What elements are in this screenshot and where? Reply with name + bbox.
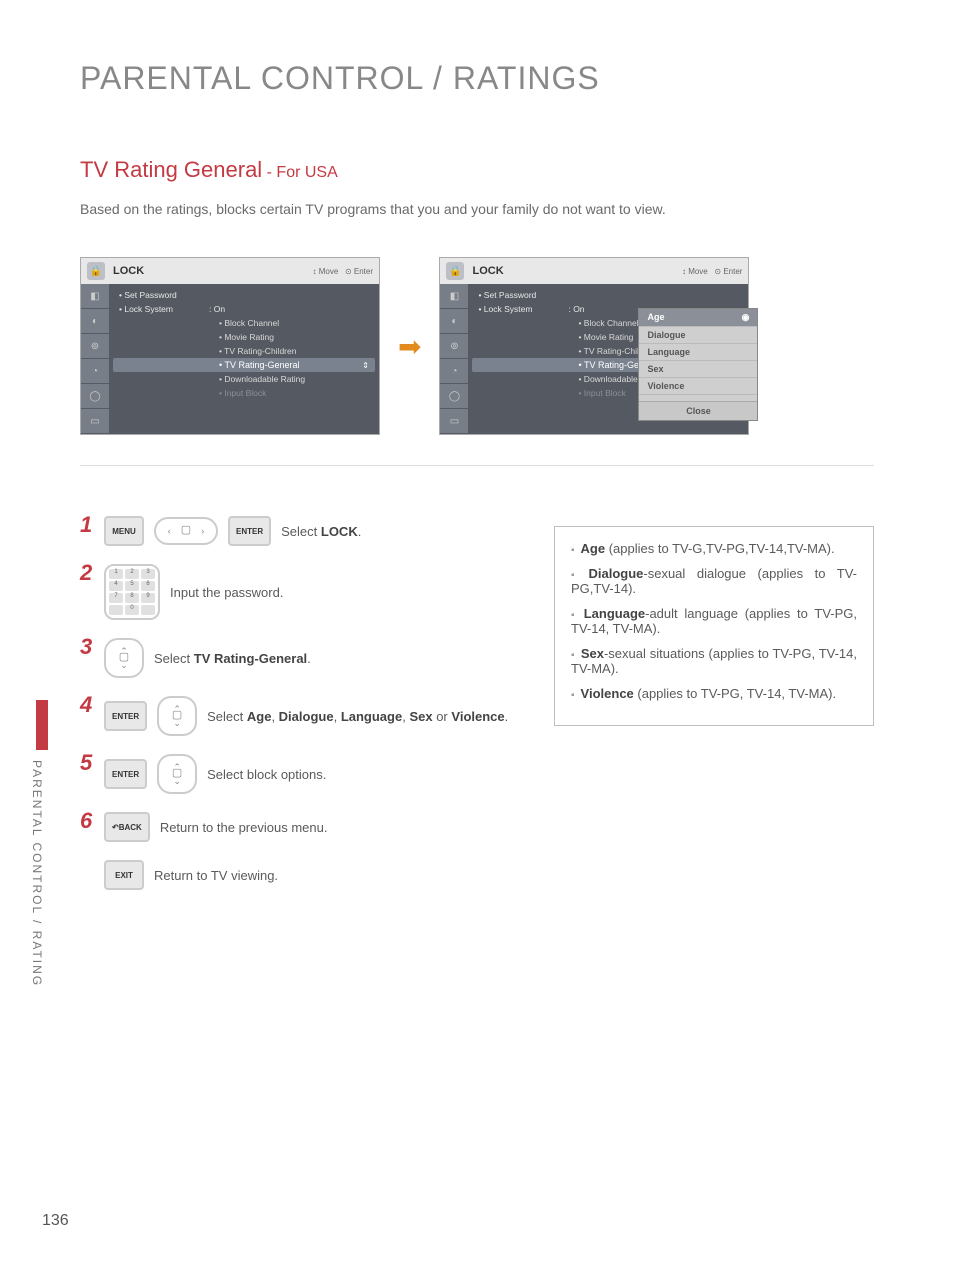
sidebar-icon: ◧ [81, 284, 109, 308]
sidebar-icon: ⊚ [440, 334, 468, 358]
rating-definitions-box: Age (applies to TV-G,TV-PG,TV-14,TV-MA).… [554, 526, 874, 726]
sidebar-icon: ◯ [81, 384, 109, 408]
step-exit: EXIT Return to TV viewing. [80, 860, 524, 890]
osd-lock-menu-2: 🔒 LOCK ↕ Move ⊙ Enter ◧ ◐ ⊚ ◔ ◯ ▭ • Set … [439, 257, 749, 435]
keypad-icon: 1234567890 [104, 564, 160, 620]
sidebar-icon: ◧ [440, 284, 468, 308]
sidebar-icon: ▭ [440, 409, 468, 433]
radio-icon: ◉ [742, 312, 750, 323]
osd-item: • Block Channel [109, 316, 379, 330]
step-number [80, 856, 94, 882]
step-text: Return to the previous menu. [160, 820, 328, 835]
popup-item-violence: Violence [639, 378, 757, 395]
osd-item: • Movie Rating [109, 330, 379, 344]
step-text: Select block options. [207, 767, 326, 782]
info-item-language: Language-adult language (applies to TV-P… [571, 606, 857, 636]
osd-sidebar: ◧ ◐ ⊚ ◔ ◯ ▭ [81, 284, 109, 434]
popup-item-language: Language [639, 344, 757, 361]
steps-list: 1 MENU ‹▢› ENTER Select LOCK. 2 12345678… [80, 516, 524, 908]
sidebar-icon: ◔ [81, 359, 109, 383]
step-5: 5 ENTER ⌃▢⌄ Select block options. [80, 754, 524, 794]
osd-hints: ↕ Move ⊙ Enter [312, 267, 373, 276]
step-1: 1 MENU ‹▢› ENTER Select LOCK. [80, 516, 524, 546]
step-text: Select TV Rating-General. [154, 651, 311, 666]
nav-lr-icon: ‹▢› [154, 517, 218, 545]
step-text: Input the password. [170, 585, 283, 600]
popup-item-age: Age◉ [639, 309, 757, 327]
side-section-label: PARENTAL CONTROL / RATING [30, 760, 44, 987]
osd-item-value: : On [209, 304, 225, 314]
step-text: Select Age, Dialogue, Language, Sex or V… [207, 709, 508, 724]
osd-item: • TV Rating-Children [109, 344, 379, 358]
back-button-icon: ↶BACK [104, 812, 150, 842]
osd-item: • Set Password [119, 290, 189, 300]
exit-button-icon: EXIT [104, 860, 144, 890]
menu-button-icon: MENU [104, 516, 144, 546]
nav-ud-icon: ⌃▢⌄ [157, 696, 197, 736]
lock-icon: 🔒 [446, 262, 464, 280]
info-item-sex: Sex-sexual situations (applies to TV-PG,… [571, 646, 857, 676]
page-title: PARENTAL CONTROL / RATINGS [80, 60, 874, 97]
sidebar-icon: ◐ [81, 309, 109, 333]
rating-popup: Age◉ Dialogue Language Sex Violence Clos… [638, 308, 758, 421]
updown-icon: ⇕ [362, 361, 369, 370]
step-number: 2 [80, 560, 94, 586]
step-text: Return to TV viewing. [154, 868, 278, 883]
page-number: 136 [42, 1212, 69, 1230]
info-item-dialogue: Dialogue-sexual dialogue (applies to TV-… [571, 566, 857, 596]
step-number: 1 [80, 512, 94, 538]
nav-ud-icon: ⌃▢⌄ [104, 638, 144, 678]
osd-hints: ↕ Move ⊙ Enter [682, 267, 743, 276]
osd-item: • Set Password [478, 290, 548, 300]
sidebar-icon: ▭ [81, 409, 109, 433]
osd-screenshots-row: 🔒 LOCK ↕ Move ⊙ Enter ◧ ◐ ⊚ ◔ ◯ ▭ • Set … [80, 257, 874, 466]
nav-ud-icon: ⌃▢⌄ [157, 754, 197, 794]
osd-sidebar: ◧ ◐ ⊚ ◔ ◯ ▭ [440, 284, 468, 434]
step-number: 6 [80, 808, 94, 834]
osd-lock-menu-1: 🔒 LOCK ↕ Move ⊙ Enter ◧ ◐ ⊚ ◔ ◯ ▭ • Set … [80, 257, 380, 435]
osd-item: • Downloadable Rating [109, 372, 379, 386]
enter-button-icon: ENTER [104, 759, 147, 789]
enter-button-icon: ENTER [228, 516, 271, 546]
step-number: 4 [80, 692, 94, 718]
section-description: Based on the ratings, blocks certain TV … [80, 201, 874, 217]
info-item-age: Age (applies to TV-G,TV-PG,TV-14,TV-MA). [571, 541, 857, 556]
osd-item: • Input Block [109, 386, 379, 400]
popup-item-sex: Sex [639, 361, 757, 378]
sidebar-icon: ⊚ [81, 334, 109, 358]
step-3: 3 ⌃▢⌄ Select TV Rating-General. [80, 638, 524, 678]
lock-icon: 🔒 [87, 262, 105, 280]
sidebar-icon: ◔ [440, 359, 468, 383]
osd-item-value: : On [568, 304, 584, 314]
step-2: 2 1234567890 Input the password. [80, 564, 524, 620]
step-text: Select LOCK. [281, 524, 361, 539]
osd-item-highlighted: • TV Rating-General⇕ [113, 358, 375, 372]
sidebar-icon: ◯ [440, 384, 468, 408]
popup-item-dialogue: Dialogue [639, 327, 757, 344]
info-item-violence: Violence (applies to TV-PG, TV-14, TV-MA… [571, 686, 857, 701]
side-accent-bar [36, 700, 48, 750]
osd-item: • Lock System [119, 304, 189, 314]
popup-close: Close [639, 401, 757, 420]
sidebar-icon: ◐ [440, 309, 468, 333]
section-subtitle-suffix: - For USA [267, 164, 338, 181]
step-6: 6 ↶BACK Return to the previous menu. [80, 812, 524, 842]
step-4: 4 ENTER ⌃▢⌄ Select Age, Dialogue, Langua… [80, 696, 524, 736]
arrow-right-icon: ➡ [398, 330, 421, 363]
osd-item: • Lock System [478, 304, 548, 314]
section-subtitle: TV Rating General [80, 157, 262, 182]
step-number: 3 [80, 634, 94, 660]
osd-title: LOCK [113, 265, 304, 277]
enter-button-icon: ENTER [104, 701, 147, 731]
osd-title: LOCK [472, 265, 673, 277]
step-number: 5 [80, 750, 94, 776]
